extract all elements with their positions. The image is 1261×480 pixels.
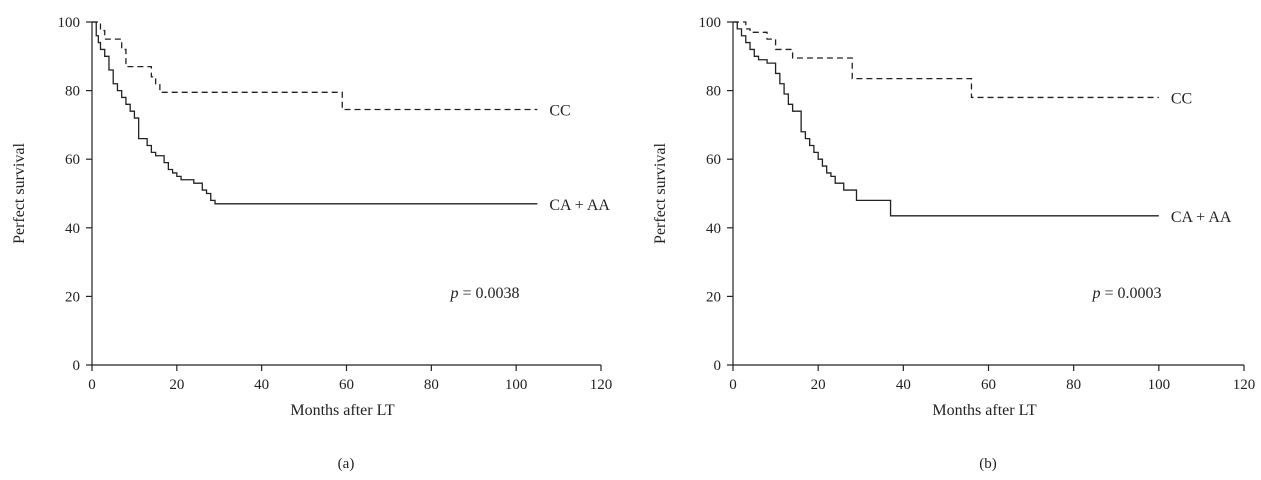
series-line-cc <box>733 21 1159 99</box>
panel-label: (a) <box>338 456 355 472</box>
y-tick-label: 20 <box>65 289 80 305</box>
y-tick-label: 0 <box>73 358 81 374</box>
y-tick-label: 100 <box>58 15 81 31</box>
p-symbol: p <box>449 285 458 302</box>
p-value-text: = 0.0003 <box>1100 285 1161 302</box>
series-line-ca-aa <box>92 21 538 205</box>
x-tick-label: 100 <box>1148 377 1171 393</box>
y-tick-label: 80 <box>65 84 80 100</box>
x-tick-label: 120 <box>590 377 613 393</box>
series-line-ca-aa <box>733 21 1159 217</box>
x-tick-label: 0 <box>88 377 96 393</box>
x-tick-label: 40 <box>896 377 911 393</box>
chart-panel-b: 0 20 40 60 80 100 120 0 20 40 60 80 100 Months after … <box>652 15 1255 472</box>
chart-panel-a: 0 20 40 60 80 100 120 0 20 40 60 80 100 Months after … <box>11 15 612 472</box>
y-axis-label: Perfect survival <box>652 143 669 244</box>
p-value-annotation: p = 0.0038 <box>449 285 519 302</box>
y-tick-label: 60 <box>65 152 80 168</box>
x-tick-label: 0 <box>729 377 737 393</box>
x-tick-label: 80 <box>424 377 439 393</box>
y-tick-label: 80 <box>706 84 721 100</box>
x-tick-label: 100 <box>505 377 528 393</box>
y-axis-label: Perfect survival <box>11 143 28 244</box>
x-tick-label: 60 <box>981 377 996 393</box>
p-value-annotation: p = 0.0003 <box>1091 285 1161 302</box>
y-tick-label: 100 <box>699 15 722 31</box>
series-line-cc <box>92 21 538 111</box>
y-tick-label: 60 <box>706 152 721 168</box>
x-tick-label: 20 <box>811 377 826 393</box>
y-tick-label: 20 <box>706 289 721 305</box>
panel-label: (b) <box>979 456 997 472</box>
x-tick-label: 120 <box>1233 377 1256 393</box>
series-label-cc: CC <box>1171 90 1192 107</box>
series-label-ca-aa: CA + AA <box>549 197 610 214</box>
y-tick-label: 40 <box>706 221 721 237</box>
x-axis-label: Months after LT <box>290 402 395 419</box>
y-tick-label: 40 <box>65 221 80 237</box>
series-label-cc: CC <box>549 102 570 119</box>
x-tick-label: 20 <box>169 377 184 393</box>
x-tick-label: 80 <box>1066 377 1081 393</box>
y-tick-label: 0 <box>714 358 722 374</box>
p-symbol: p <box>1091 285 1100 302</box>
p-value-text: = 0.0038 <box>458 285 519 302</box>
series-label-ca-aa: CA + AA <box>1171 209 1232 226</box>
x-tick-label: 40 <box>254 377 269 393</box>
x-axis-label: Months after LT <box>932 402 1037 419</box>
x-tick-label: 60 <box>339 377 354 393</box>
